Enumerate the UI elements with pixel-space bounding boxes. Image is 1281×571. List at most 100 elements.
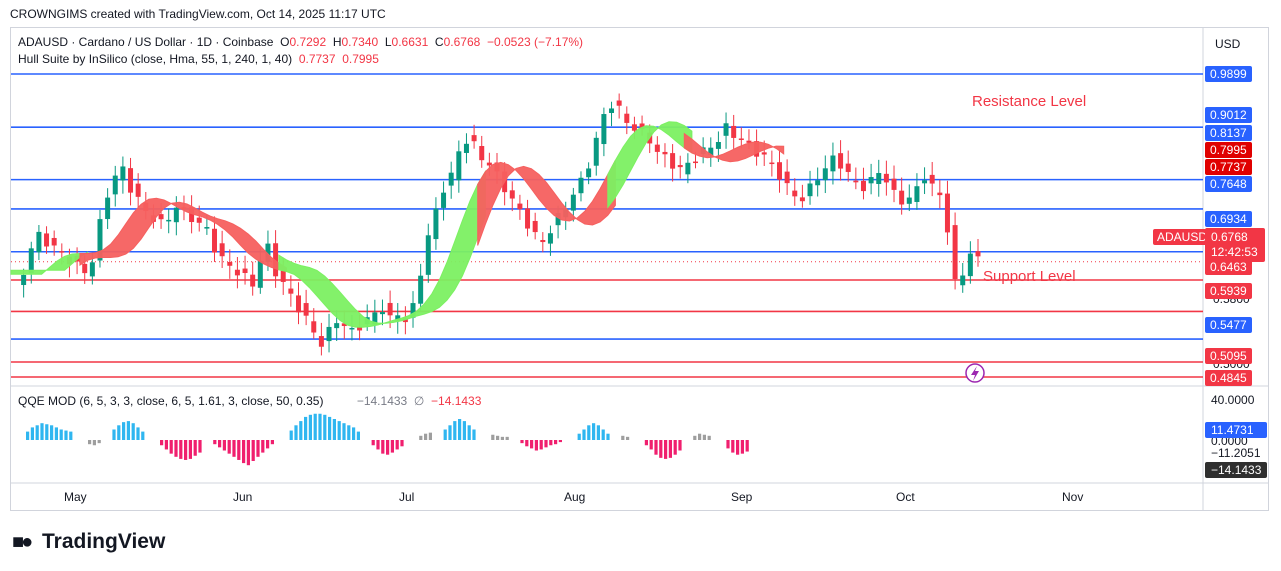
qqe-bar	[654, 440, 658, 455]
candle-body	[441, 192, 447, 208]
ticker-tag: ADAUSD	[1153, 229, 1212, 245]
candle-body	[609, 108, 615, 113]
candle-body	[593, 137, 599, 166]
candle-body	[288, 288, 294, 294]
qqe-bar	[40, 423, 44, 440]
qqe-bar	[505, 436, 509, 440]
candle-body	[357, 327, 363, 331]
change-value: −0.0523 (−7.17%)	[486, 35, 584, 49]
candle-body	[196, 217, 202, 223]
qqe-bar	[328, 416, 332, 440]
qqe-bar	[232, 440, 236, 457]
candle-body	[845, 163, 851, 172]
candle-body	[639, 123, 645, 130]
qqe-bar	[606, 433, 610, 440]
hull-band-0	[10, 251, 88, 275]
month-label-sep: Sep	[731, 490, 753, 504]
candle-body	[830, 155, 836, 172]
candle-body	[586, 168, 592, 178]
candle-body	[799, 197, 805, 202]
qqe-bar	[30, 427, 34, 440]
candle-body	[242, 268, 248, 274]
qqe-bar	[131, 423, 135, 440]
candle-body	[311, 321, 317, 333]
candle-body	[868, 177, 874, 184]
qqe-bar	[188, 440, 192, 459]
qqe-bar	[299, 421, 303, 440]
qqe-bar	[726, 440, 730, 449]
candle-body	[944, 193, 950, 233]
qqe-bar	[59, 429, 63, 440]
candle-body	[547, 233, 553, 244]
candle-body	[448, 172, 454, 186]
qqe-bar	[693, 435, 697, 440]
qqe-bar	[448, 425, 452, 440]
qqe-null-symbol: ∅	[413, 394, 425, 408]
qqe-bar	[337, 421, 341, 440]
alert-bolt-icon	[971, 366, 979, 381]
current-price-tag: 0.6768 12:42:53	[1205, 228, 1265, 262]
indicator-value-1: 0.7737	[298, 52, 336, 66]
qqe-bar	[112, 429, 116, 440]
qqe-bar	[227, 440, 231, 454]
qqe-bar	[122, 422, 126, 440]
level-tag-05939: 0.5939	[1205, 283, 1252, 299]
qqe-bar	[179, 440, 183, 459]
candle-body	[960, 275, 966, 286]
qqe-bar	[491, 434, 495, 440]
qqe-bar	[88, 440, 92, 445]
candle-body	[418, 275, 424, 304]
qqe-bar	[213, 440, 217, 445]
symbol-legend[interactable]: ADAUSD · Cardano / US Dollar · 1D · Coin…	[18, 35, 584, 49]
open-value: 0.7292	[289, 35, 327, 49]
candle-body	[578, 177, 584, 194]
qqe-bar	[601, 429, 605, 440]
candle-body	[28, 248, 34, 274]
tradingview-logo[interactable]: ■● TradingView	[12, 530, 165, 554]
candle-body	[693, 161, 699, 164]
candle-body	[334, 323, 340, 329]
candle-body	[952, 225, 958, 280]
candle-body	[372, 312, 378, 325]
level-tag-08137: 0.8137	[1205, 125, 1252, 141]
qqe-bar	[136, 427, 140, 440]
qqe-bar	[419, 435, 423, 440]
candle-body	[899, 190, 905, 205]
indicator-name[interactable]: Hull Suite by InSilico (close, Hma, 55, …	[18, 52, 293, 66]
chart-caption: CROWNGIMS created with TradingView.com, …	[10, 7, 386, 21]
candle-body	[616, 100, 622, 106]
qqe-bar	[266, 440, 270, 449]
candle-body	[769, 162, 775, 165]
qqe-bar	[270, 440, 274, 445]
candle-body	[853, 180, 859, 183]
qqe-bar	[256, 440, 260, 457]
symbol-name[interactable]: ADAUSD · Cardano / US Dollar · 1D · Coin…	[18, 35, 274, 49]
qqe-bar	[323, 414, 327, 440]
candle-body	[967, 253, 973, 277]
qqe-bar	[117, 425, 121, 440]
indicator-legend[interactable]: Hull Suite by InSilico (close, Hma, 55, …	[18, 52, 379, 66]
qqe-axis-top: 40.0000	[1211, 393, 1255, 407]
qqe-bar	[558, 440, 562, 443]
candle-body	[349, 327, 355, 330]
currency-label[interactable]: USD	[1215, 37, 1241, 51]
qqe-bar	[698, 433, 702, 440]
candle-body	[631, 124, 637, 131]
close-value: 0.6768	[443, 35, 481, 49]
candle-body	[891, 178, 897, 190]
month-label-aug: Aug	[564, 490, 586, 504]
qqe-name[interactable]: QQE MOD (6, 5, 3, 3, close, 6, 5, 1.61, …	[18, 394, 324, 408]
candle-body	[540, 239, 546, 243]
candle-body	[212, 228, 218, 253]
qqe-bar	[707, 435, 711, 440]
hull-tag-07737: 0.7737	[1205, 159, 1252, 175]
qqe-bar	[381, 440, 385, 454]
qqe-bar	[352, 427, 356, 440]
qqe-bar	[184, 440, 188, 460]
qqe-bar	[64, 430, 68, 440]
candle-body	[128, 168, 134, 193]
qqe-bar	[500, 436, 504, 440]
qqe-bar	[289, 430, 293, 440]
qqe-legend[interactable]: QQE MOD (6, 5, 3, 3, close, 6, 5, 1.61, …	[18, 394, 481, 408]
